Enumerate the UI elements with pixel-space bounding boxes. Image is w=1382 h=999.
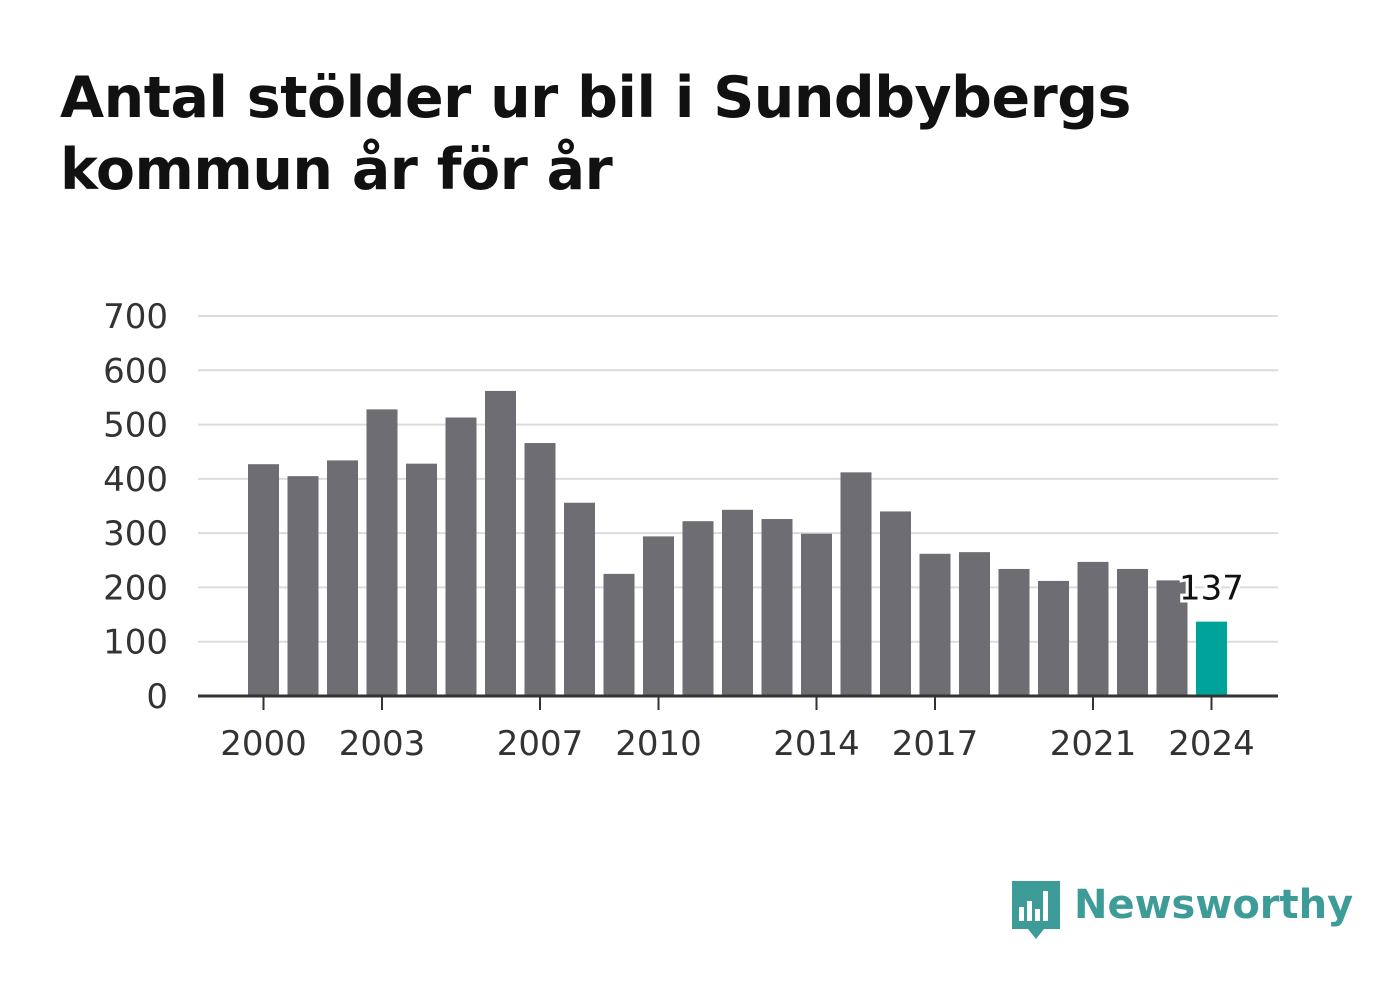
brand-name: Newsworthy: [1074, 882, 1354, 928]
y-tick-label: 500: [103, 406, 168, 446]
bar-chart-speech-bubble-icon: [1012, 881, 1060, 939]
bar-2020: [1038, 580, 1069, 696]
chart-title: Antal stölder ur bil i Sundbybergs kommu…: [60, 65, 1131, 203]
bar-2018: [959, 552, 990, 696]
y-tick-label: 600: [103, 351, 168, 391]
x-tick-label: 2007: [497, 724, 584, 764]
bar-2006: [485, 390, 516, 696]
bar-2013: [761, 519, 793, 696]
x-tick-label: 2000: [220, 724, 307, 764]
bar-2016: [880, 511, 911, 696]
x-axis-ticks: 2000 2003 2007 2010 2014 2017 2021 2024: [220, 696, 1255, 764]
y-tick-label: 300: [103, 514, 168, 554]
bar-2021: [1077, 561, 1109, 696]
bar-2001: [287, 476, 319, 696]
x-tick-label: 2010: [615, 724, 702, 764]
bar-2014: [801, 533, 832, 696]
bar-2023: [1156, 580, 1188, 696]
bar-2015: [840, 472, 872, 696]
y-tick-label: 100: [103, 623, 168, 663]
data-annotation: 137: [1176, 566, 1247, 612]
bars: [248, 390, 1227, 696]
bar-2008: [564, 502, 595, 696]
bar-2019: [998, 568, 1030, 696]
bar-2011: [682, 521, 714, 696]
y-axis-tick-labels: 0 100 200 300 400 500 600 700: [103, 297, 168, 717]
bar-2003: [366, 409, 398, 696]
x-tick-label: 2014: [773, 724, 860, 764]
y-tick-label: 700: [103, 297, 168, 337]
y-tick-label: 0: [146, 677, 168, 717]
bar-2005: [445, 417, 477, 696]
bar-2022: [1117, 568, 1148, 696]
bar-2017: [919, 553, 951, 696]
x-tick-label: 2024: [1168, 724, 1255, 764]
bar-2004: [406, 463, 437, 696]
bar-2007: [524, 443, 556, 696]
bar-2012: [722, 509, 753, 696]
bar-2024: [1196, 621, 1227, 696]
x-tick-label: 2021: [1050, 724, 1137, 764]
bar-2009: [603, 573, 635, 696]
newsworthy-logo: Newsworthy: [1010, 878, 1353, 942]
bar-2002: [327, 460, 358, 696]
y-tick-label: 400: [103, 460, 168, 500]
x-tick-label: 2017: [892, 724, 979, 764]
y-tick-label: 200: [103, 568, 168, 608]
bar-2010: [643, 536, 674, 696]
x-tick-label: 2003: [339, 724, 426, 764]
annotation-label: 137: [1179, 569, 1244, 609]
bar-2000: [248, 464, 279, 696]
